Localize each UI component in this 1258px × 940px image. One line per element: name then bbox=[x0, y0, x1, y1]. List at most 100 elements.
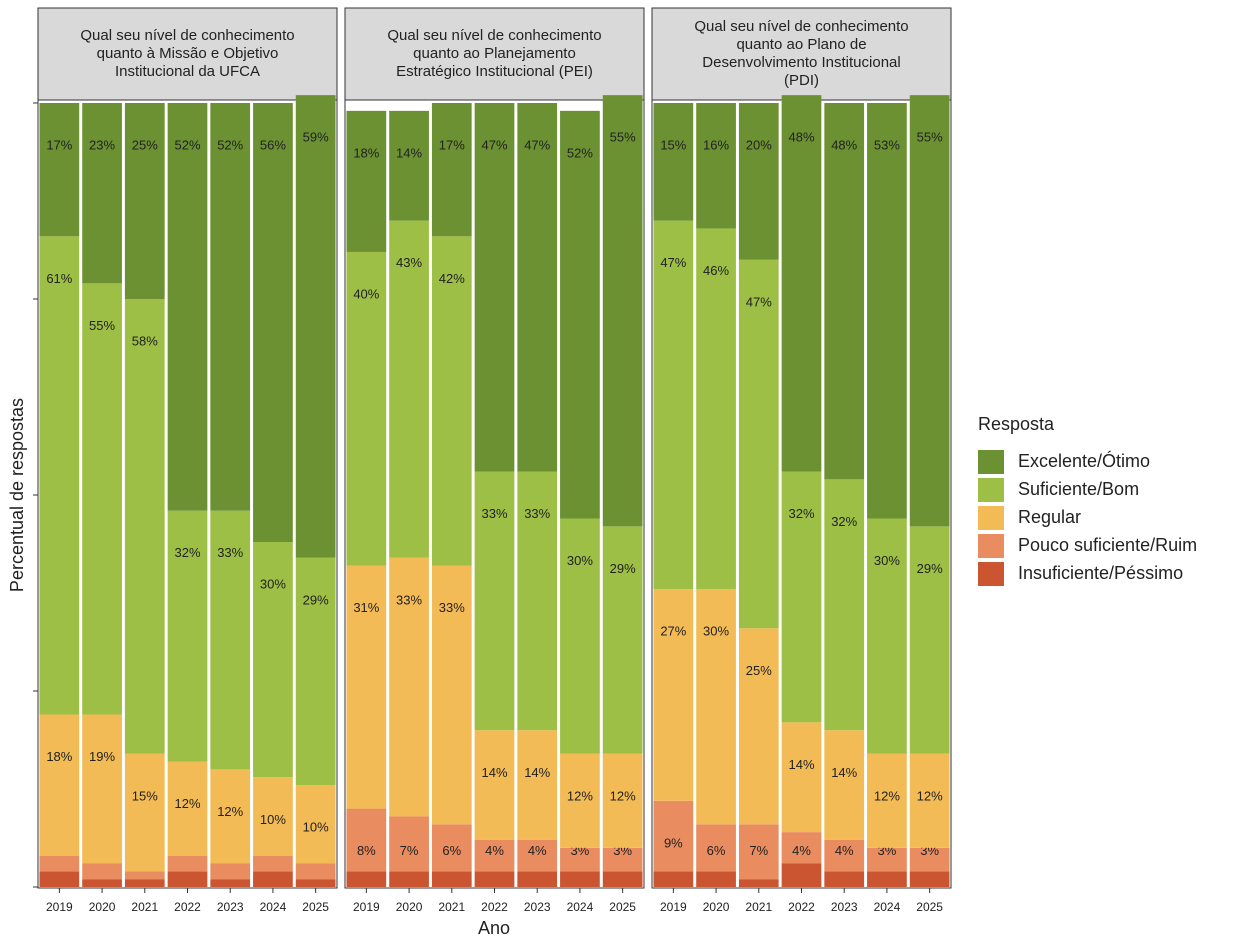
bar-segment bbox=[602, 847, 643, 872]
data-label: 12% bbox=[917, 788, 943, 803]
bar-segment bbox=[781, 863, 822, 887]
bar-segment bbox=[696, 824, 736, 872]
bar-segment bbox=[431, 103, 472, 237]
bar-segment bbox=[124, 103, 165, 299]
bar-segment bbox=[474, 471, 515, 731]
data-label: 30% bbox=[567, 553, 593, 568]
data-label: 7% bbox=[400, 843, 419, 858]
legend-label: Pouco suficiente/Ruim bbox=[1018, 535, 1197, 555]
legend-key bbox=[978, 478, 1004, 502]
bar-segment bbox=[781, 722, 822, 833]
data-label: 29% bbox=[917, 561, 943, 576]
data-label: 52% bbox=[174, 138, 200, 153]
x-tick-label: 2022 bbox=[481, 900, 508, 914]
data-label: 4% bbox=[528, 843, 547, 858]
x-tick-label: 2021 bbox=[745, 900, 772, 914]
x-tick-label: 2025 bbox=[302, 900, 329, 914]
data-label: 29% bbox=[303, 592, 329, 607]
facet-title: (PDI) bbox=[784, 72, 819, 89]
bar-segment bbox=[824, 839, 865, 872]
data-label: 6% bbox=[707, 843, 726, 858]
bar-segment bbox=[82, 863, 122, 880]
data-label: 16% bbox=[703, 138, 729, 153]
data-label: 47% bbox=[746, 294, 772, 309]
facet-title: Desenvolvimento Institucional bbox=[702, 54, 900, 71]
bar-segment bbox=[738, 103, 779, 260]
x-tick-label: 2024 bbox=[567, 900, 594, 914]
data-label: 33% bbox=[481, 506, 507, 521]
bar-segment bbox=[909, 871, 950, 887]
x-tick-label: 2020 bbox=[703, 900, 730, 914]
bar-segment bbox=[167, 871, 208, 887]
bar-segment bbox=[560, 518, 600, 754]
legend-label: Excelente/Ótimo bbox=[1018, 450, 1150, 471]
x-tick-label: 2024 bbox=[874, 900, 901, 914]
bar-segment bbox=[295, 95, 336, 558]
data-label: 23% bbox=[89, 138, 115, 153]
data-label: 55% bbox=[917, 130, 943, 145]
bar-segment bbox=[602, 753, 643, 848]
data-label: 17% bbox=[46, 138, 72, 153]
x-axis-label: Ano bbox=[478, 918, 510, 938]
data-label: 14% bbox=[831, 765, 857, 780]
data-label: 30% bbox=[260, 577, 286, 592]
bar-segment bbox=[696, 103, 736, 229]
bar-segment bbox=[653, 103, 694, 221]
bar-segment bbox=[295, 879, 336, 887]
data-label: 4% bbox=[485, 843, 504, 858]
facet-title: Qual seu nível de conhecimento bbox=[387, 27, 601, 44]
bar-segment bbox=[738, 259, 779, 629]
data-label: 55% bbox=[89, 318, 115, 333]
bar-segment bbox=[253, 871, 293, 887]
legend-title: Resposta bbox=[978, 414, 1055, 434]
facet-title: Institucional da UFCA bbox=[115, 63, 260, 80]
legend-label: Regular bbox=[1018, 507, 1081, 527]
data-label: 12% bbox=[567, 788, 593, 803]
bar-segment bbox=[653, 871, 694, 887]
legend-key bbox=[978, 562, 1004, 586]
x-tick-label: 2023 bbox=[217, 900, 244, 914]
x-tick-label: 2020 bbox=[89, 900, 116, 914]
bar-segment bbox=[346, 808, 387, 872]
bar-segment bbox=[346, 871, 387, 887]
bar-segment bbox=[696, 871, 736, 887]
bar-segment bbox=[389, 110, 429, 221]
bar-segment bbox=[295, 785, 336, 864]
facet-title: Estratégico Institucional (PEI) bbox=[396, 63, 593, 80]
bar-segment bbox=[124, 879, 165, 887]
data-label: 4% bbox=[835, 843, 854, 858]
bar-segment bbox=[696, 589, 736, 825]
data-label: 25% bbox=[746, 663, 772, 678]
bar-segment bbox=[82, 103, 122, 284]
data-label: 15% bbox=[132, 788, 158, 803]
bar-segment bbox=[431, 824, 472, 872]
data-label: 30% bbox=[874, 553, 900, 568]
data-label: 20% bbox=[746, 138, 772, 153]
bar-segment bbox=[253, 542, 293, 778]
bar-segment bbox=[167, 510, 208, 762]
data-label: 12% bbox=[610, 788, 636, 803]
bar-segment bbox=[389, 557, 429, 817]
bar-segment bbox=[517, 871, 558, 887]
bar-segment bbox=[431, 236, 472, 566]
data-label: 48% bbox=[788, 130, 814, 145]
bar-segment bbox=[167, 103, 208, 511]
data-label: 52% bbox=[217, 138, 243, 153]
data-label: 42% bbox=[439, 271, 465, 286]
legend-label: Suficiente/Bom bbox=[1018, 479, 1139, 499]
bar-segment bbox=[253, 777, 293, 856]
facet-strip bbox=[651, 7, 952, 101]
data-label: 55% bbox=[610, 130, 636, 145]
x-tick-label: 2024 bbox=[260, 900, 287, 914]
data-label: 40% bbox=[353, 287, 379, 302]
bar-segment bbox=[39, 236, 80, 715]
data-label: 31% bbox=[353, 600, 379, 615]
bar-segment bbox=[82, 879, 122, 887]
bar-segment bbox=[253, 855, 293, 872]
facet-title: quanto à Missão e Objetivo bbox=[97, 45, 279, 62]
x-tick-label: 2023 bbox=[524, 900, 551, 914]
bar-segment bbox=[210, 879, 251, 887]
data-label: 18% bbox=[353, 145, 379, 160]
data-label: 14% bbox=[481, 765, 507, 780]
data-label: 19% bbox=[89, 749, 115, 764]
